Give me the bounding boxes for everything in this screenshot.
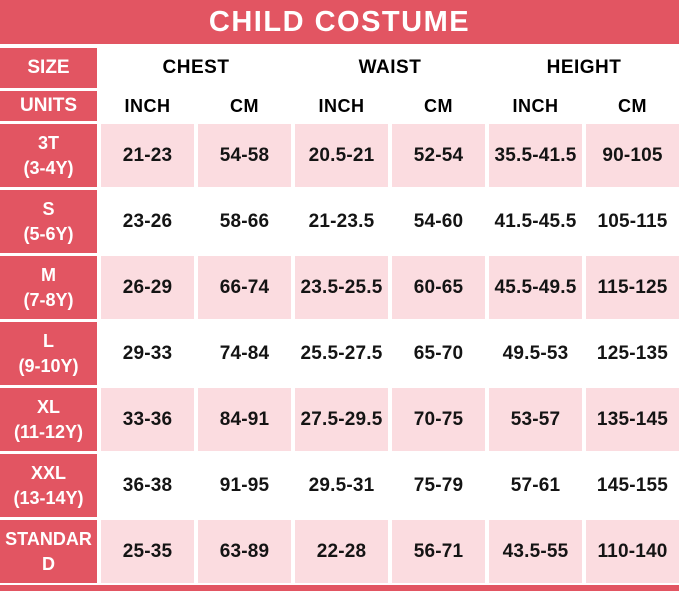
chest-group-header: CHEST [101, 48, 291, 88]
height-group-header: HEIGHT [489, 48, 679, 88]
value-cell: 29-33 [101, 322, 194, 385]
value-cell: 74-84 [198, 322, 291, 385]
size-table: SIZE CHEST WAIST HEIGHT UNITS INCH CM IN… [0, 48, 679, 583]
value-cell: 84-91 [198, 388, 291, 451]
value-cell: 105-115 [586, 190, 679, 253]
size-age-range: (9-10Y) [18, 355, 79, 376]
size-label-standard: STANDARD [0, 520, 97, 583]
height-cm-header: CM [586, 91, 679, 121]
waist-inch-header: INCH [295, 91, 388, 121]
value-cell: 27.5-29.5 [295, 388, 388, 451]
value-cell: 145-155 [586, 454, 679, 517]
value-cell: 21-23.5 [295, 190, 388, 253]
height-inch-header: INCH [489, 91, 582, 121]
value-cell: 90-105 [586, 124, 679, 187]
size-age-range: (5-6Y) [23, 223, 74, 244]
value-cell: 60-65 [392, 256, 485, 319]
units-header-cell: UNITS [0, 91, 97, 121]
value-cell: 52-54 [392, 124, 485, 187]
value-cell: 23.5-25.5 [295, 256, 388, 319]
bottom-red-strip [0, 585, 679, 591]
waist-cm-header: CM [392, 91, 485, 121]
value-cell: 66-74 [198, 256, 291, 319]
size-name: STANDARD [5, 529, 92, 574]
size-name: L [43, 331, 54, 352]
value-cell: 43.5-55 [489, 520, 582, 583]
value-cell: 56-71 [392, 520, 485, 583]
value-cell: 63-89 [198, 520, 291, 583]
size-label-m: M (7-8Y) [0, 256, 97, 319]
size-name: XXL [30, 463, 66, 484]
value-cell: 26-29 [101, 256, 194, 319]
value-cell: 21-23 [101, 124, 194, 187]
value-cell: 54-58 [198, 124, 291, 187]
value-cell: 49.5-53 [489, 322, 582, 385]
chest-cm-header: CM [198, 91, 291, 121]
value-cell: 65-70 [392, 322, 485, 385]
size-age-range: (3-4Y) [23, 157, 74, 178]
size-header-cell: SIZE [0, 48, 97, 88]
size-name: 3T [37, 133, 59, 154]
value-cell: 70-75 [392, 388, 485, 451]
size-name: XL [36, 397, 60, 418]
value-cell: 125-135 [586, 322, 679, 385]
value-cell: 33-36 [101, 388, 194, 451]
value-cell: 35.5-41.5 [489, 124, 582, 187]
size-label-s: S (5-6Y) [0, 190, 97, 253]
size-label-xxl: XXL (13-14Y) [0, 454, 97, 517]
value-cell: 22-28 [295, 520, 388, 583]
value-cell: 25.5-27.5 [295, 322, 388, 385]
value-cell: 135-145 [586, 388, 679, 451]
size-age-range: (7-8Y) [23, 289, 74, 310]
chest-inch-header: INCH [101, 91, 194, 121]
value-cell: 91-95 [198, 454, 291, 517]
value-cell: 57-61 [489, 454, 582, 517]
size-label-3t: 3T (3-4Y) [0, 124, 97, 187]
value-cell: 20.5-21 [295, 124, 388, 187]
value-cell: 53-57 [489, 388, 582, 451]
size-name: M [41, 265, 56, 286]
size-age-range: (13-14Y) [13, 487, 84, 508]
value-cell: 45.5-49.5 [489, 256, 582, 319]
page-title: CHILD COSTUME [208, 5, 471, 38]
size-label-l: L (9-10Y) [0, 322, 97, 385]
waist-group-header: WAIST [295, 48, 485, 88]
value-cell: 110-140 [586, 520, 679, 583]
title-bar: CHILD COSTUME [0, 0, 679, 44]
value-cell: 29.5-31 [295, 454, 388, 517]
value-cell: 58-66 [198, 190, 291, 253]
value-cell: 41.5-45.5 [489, 190, 582, 253]
value-cell: 23-26 [101, 190, 194, 253]
size-label-xl: XL (11-12Y) [0, 388, 97, 451]
value-cell: 115-125 [586, 256, 679, 319]
value-cell: 36-38 [101, 454, 194, 517]
value-cell: 25-35 [101, 520, 194, 583]
value-cell: 75-79 [392, 454, 485, 517]
size-age-range: (11-12Y) [13, 421, 84, 442]
size-name: S [42, 199, 55, 220]
value-cell: 54-60 [392, 190, 485, 253]
